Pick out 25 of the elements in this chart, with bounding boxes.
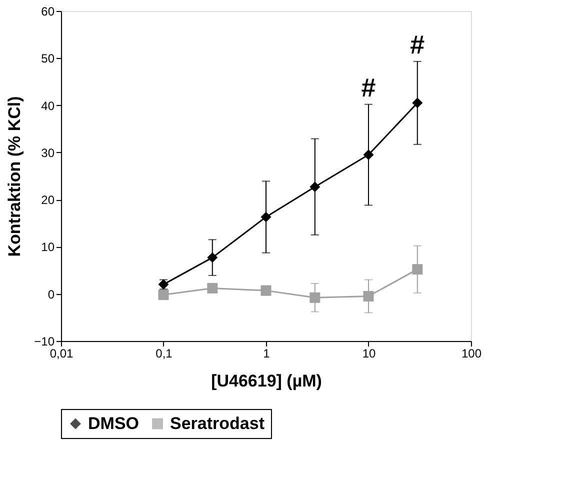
annotation: # bbox=[410, 29, 426, 60]
y-tick-label: 30 bbox=[41, 146, 55, 160]
legend-label: Seratrodast bbox=[170, 414, 265, 433]
point bbox=[412, 264, 423, 275]
y-tick-label: 10 bbox=[41, 240, 55, 254]
y-tick-label: 0 bbox=[48, 287, 55, 302]
x-tick-label: 100 bbox=[461, 346, 482, 360]
y-axis-title: Kontraktion (% KCl) bbox=[5, 96, 24, 257]
x-tick-label: 0,01 bbox=[50, 346, 74, 360]
y-tick-label: −10 bbox=[34, 334, 55, 348]
point bbox=[158, 290, 169, 300]
point bbox=[310, 182, 320, 192]
x-tick-label: 0,1 bbox=[156, 346, 173, 360]
x-axis-title: [U46619] (µM) bbox=[211, 372, 322, 390]
legend-label: DMSO bbox=[88, 414, 139, 433]
point bbox=[412, 98, 423, 108]
x-tick-label: 10 bbox=[362, 346, 376, 360]
point bbox=[260, 212, 272, 222]
x-tick-label: 1 bbox=[263, 346, 270, 360]
point bbox=[310, 292, 320, 303]
annotation: # bbox=[361, 72, 376, 102]
y-tick-label: 60 bbox=[41, 4, 55, 18]
y-tick-label: 20 bbox=[41, 193, 55, 208]
y-tick-label: 40 bbox=[41, 98, 55, 113]
y-tick-label: 50 bbox=[41, 52, 55, 66]
